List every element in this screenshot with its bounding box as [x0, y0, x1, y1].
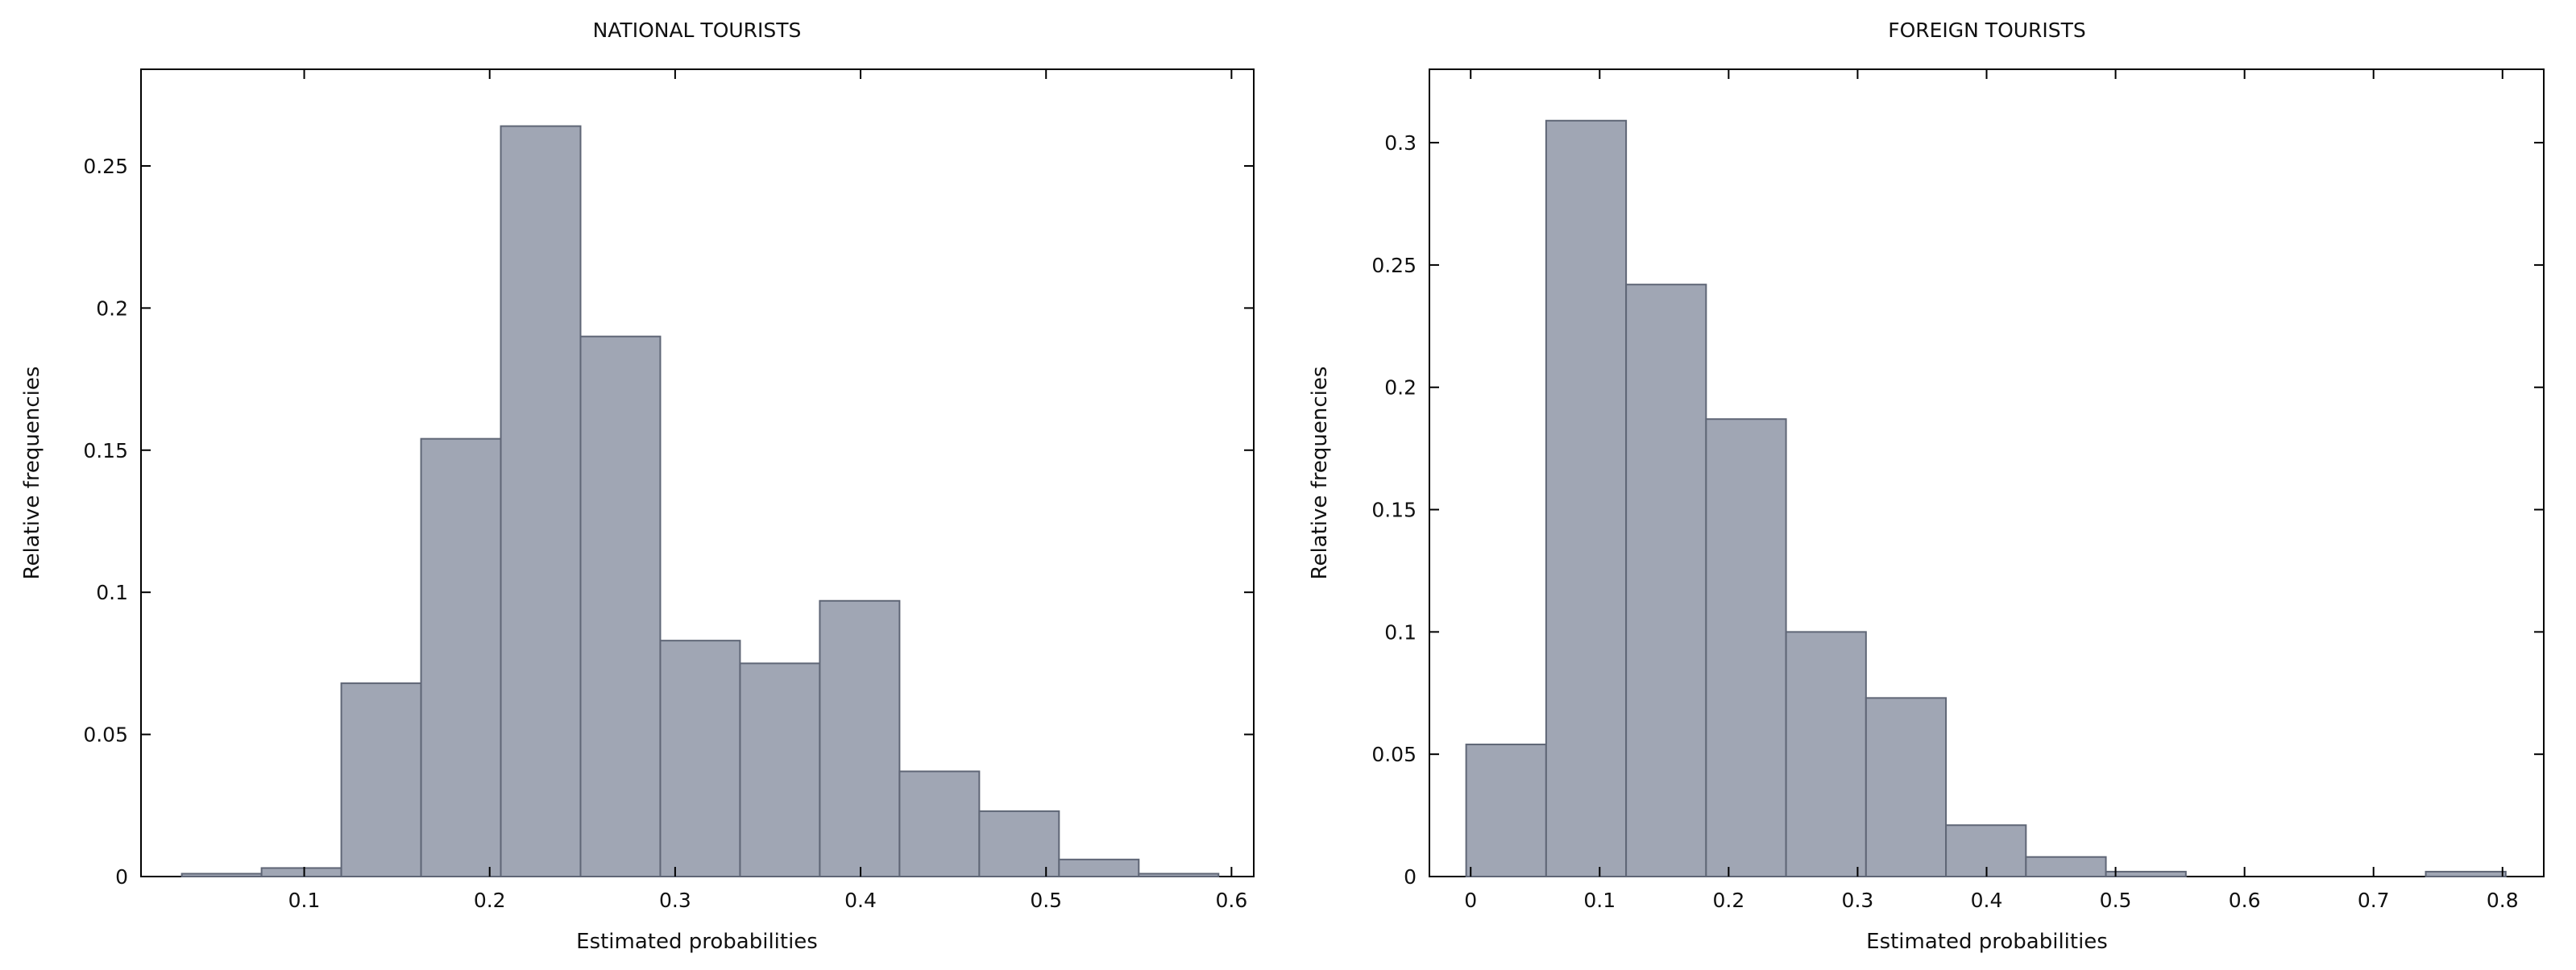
histogram-bar-7 [739, 662, 821, 877]
histogram-bar-4 [500, 125, 582, 878]
x-axis-ticks: 0 0.1 0.2 0.3 0.4 0.5 0.6 0.7 0.8 [1464, 69, 2519, 912]
histogram-bar-12 [2425, 870, 2507, 877]
y-tick-label: 0 [115, 865, 128, 889]
x-axis-label: Estimated probabilities [1866, 930, 2108, 954]
histogram-foreign: FOREIGN TOURISTS 0 0.1 0.2 0.3 0.4 0.5 0.6 0.7 0… [1308, 19, 2545, 954]
histogram-bar-10 [978, 810, 1060, 877]
y-tick-label: 0.15 [1371, 499, 1417, 522]
chart-title: NATIONAL TOURISTS [593, 19, 802, 42]
x-axis-label: Estimated probabilities [576, 930, 818, 954]
y-tick-label: 0.05 [1371, 743, 1417, 766]
histogram-bar-5 [579, 335, 662, 877]
x-tick-label: 0.1 [288, 889, 321, 912]
x-tick-label: 0.4 [1971, 889, 2003, 912]
histogram-bar-8 [2105, 870, 2187, 877]
x-tick-label: 0.5 [2100, 889, 2132, 912]
chart-foreign-tourists: FOREIGN TOURISTS 0 0.1 0.2 0.3 0.4 0.5 0.6 0.7 0… [1288, 0, 2576, 970]
x-tick-label: 0.4 [844, 889, 877, 912]
y-tick-label: 0.05 [83, 723, 128, 747]
y-tick-label: 0.1 [1384, 620, 1417, 644]
y-tick-label: 0.25 [1371, 254, 1417, 277]
y-axis-ticks: 0 0.05 0.1 0.15 0.2 0.25 0.3 [1371, 131, 2544, 889]
x-tick-label: 0.1 [1583, 889, 1616, 912]
x-tick-label: 0 [1464, 889, 1477, 912]
histogram-bar-7 [2025, 856, 2107, 878]
histogram-bar-12 [1138, 873, 1220, 877]
y-tick-label: 0.1 [96, 581, 128, 604]
x-tick-label: 0.5 [1030, 889, 1062, 912]
x-axis-ticks: 0.1 0.2 0.3 0.4 0.5 0.6 [288, 69, 1247, 912]
chart-national-tourists: NATIONAL TOURISTS 0.1 0.2 0.3 0.4 0.5 0.6 0 0.… [20, 19, 1255, 954]
y-axis-ticks: 0 0.05 0.1 0.15 0.2 0.25 [83, 155, 1254, 889]
histogram-bar-11 [1058, 858, 1140, 877]
histogram-bar-2 [340, 682, 422, 878]
histogram-bar-2 [1625, 284, 1707, 877]
y-tick-label: 0.25 [83, 155, 128, 178]
y-tick-label: 0 [1404, 865, 1417, 889]
bars [180, 125, 1220, 878]
histogram-bar-6 [659, 640, 741, 878]
x-tick-label: 0.6 [1215, 889, 1247, 912]
y-tick-label: 0.15 [83, 439, 128, 462]
x-tick-label: 0.8 [2487, 889, 2519, 912]
histogram-bar-3 [1705, 418, 1787, 877]
y-axis-label: Relative frequencies [1308, 367, 1332, 580]
histogram-bar-4 [1785, 631, 1867, 877]
x-tick-label: 0.7 [2358, 889, 2390, 912]
chart-title: FOREIGN TOURISTS [1888, 19, 2086, 42]
histogram-bar-9 [898, 770, 981, 878]
histogram-bar-3 [420, 437, 502, 877]
x-tick-label: 0.3 [659, 889, 691, 912]
y-tick-label: 0.3 [1384, 131, 1417, 155]
x-tick-label: 0.3 [1842, 889, 1874, 912]
y-axis-label: Relative frequencies [20, 367, 44, 580]
bars [1465, 119, 2507, 878]
histogram-bar-0 [180, 873, 263, 877]
x-tick-label: 0.2 [1712, 889, 1744, 912]
histogram-bar-1 [260, 867, 342, 878]
histogram-national: NATIONAL TOURISTS 0.1 0.2 0.3 0.4 0.5 0.6 0 0.… [20, 19, 1255, 954]
y-tick-label: 0.2 [1384, 376, 1417, 400]
histogram-bar-1 [1545, 119, 1628, 878]
y-tick-label: 0.2 [96, 296, 128, 320]
x-tick-label: 0.2 [474, 889, 506, 912]
x-tick-label: 0.6 [2229, 889, 2261, 912]
histogram-bar-0 [1465, 744, 1547, 878]
histogram-bar-5 [1865, 697, 1948, 877]
histogram-bar-8 [819, 599, 901, 877]
